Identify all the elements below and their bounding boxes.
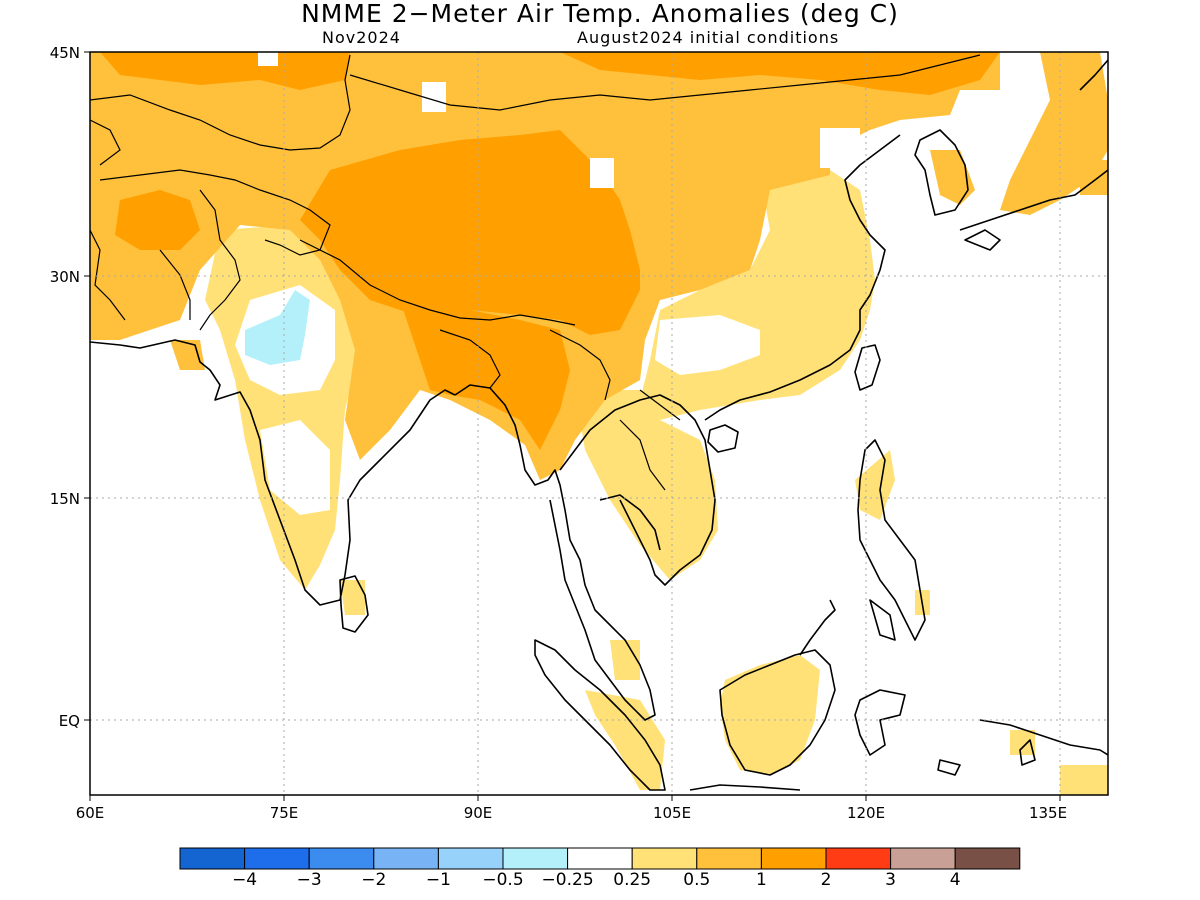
colorbar-swatch	[890, 847, 956, 870]
lat-label-eq: EQ	[59, 712, 80, 730]
tick-marks	[84, 51, 1061, 801]
colorbar-swatch	[631, 847, 698, 870]
anomaly-fields	[90, 52, 1108, 795]
colorbar	[179, 847, 1021, 870]
colorbar-label: −3	[296, 870, 322, 890]
colorbar-label: 1	[755, 870, 767, 890]
colorbar-swatch	[954, 847, 1021, 870]
initial-conditions-label: August2024 initial conditions	[577, 28, 840, 47]
anomaly-neg-05-025-regions	[245, 290, 310, 365]
colorbar-swatch	[502, 847, 569, 870]
colorbar-swatch	[567, 847, 633, 870]
masked-cells	[258, 52, 860, 188]
colorbar-swatch	[244, 847, 310, 870]
lon-label-120e: 120E	[847, 804, 885, 822]
colorbar-swatch	[825, 847, 892, 870]
colorbar-swatch	[308, 847, 375, 870]
coastlines	[90, 59, 1108, 791]
lon-label-105e: 105E	[653, 804, 691, 822]
lon-label-135e: 135E	[1029, 804, 1067, 822]
colorbar-label: 0.5	[683, 870, 711, 890]
colorbar-label: 4	[949, 870, 961, 890]
graticule	[90, 52, 1108, 795]
colorbar-label: −0.5	[482, 870, 524, 890]
lat-label-45n: 45N	[50, 44, 80, 62]
colorbar-swatch	[373, 847, 439, 870]
colorbar-swatch	[696, 847, 762, 870]
colorbar-swatch	[760, 847, 827, 870]
country-borders	[90, 54, 981, 491]
colorbar-label: −2	[361, 870, 387, 890]
lat-label-30n: 30N	[50, 268, 80, 286]
lon-label-90e: 90E	[464, 804, 493, 822]
colorbar-label: −1	[425, 870, 451, 890]
colorbar-swatch	[179, 847, 246, 870]
lat-label-15n: 15N	[50, 490, 80, 508]
lon-label-60e: 60E	[76, 804, 105, 822]
anomaly-1-2-regions	[100, 52, 1000, 450]
lon-label-75e: 75E	[270, 804, 299, 822]
colorbar-label: 2	[820, 870, 832, 890]
plot-frame	[89, 51, 1109, 796]
forecast-month: Nov2024	[322, 28, 401, 47]
colorbar-label: −0.25	[541, 870, 594, 890]
colorbar-swatch	[437, 847, 504, 870]
colorbar-label: 3	[885, 870, 897, 890]
colorbar-label: 0.25	[613, 870, 652, 890]
map-title: NMME 2−Meter Air Temp. Anomalies (deg C)	[301, 0, 899, 28]
colorbar-label: −4	[232, 870, 258, 890]
